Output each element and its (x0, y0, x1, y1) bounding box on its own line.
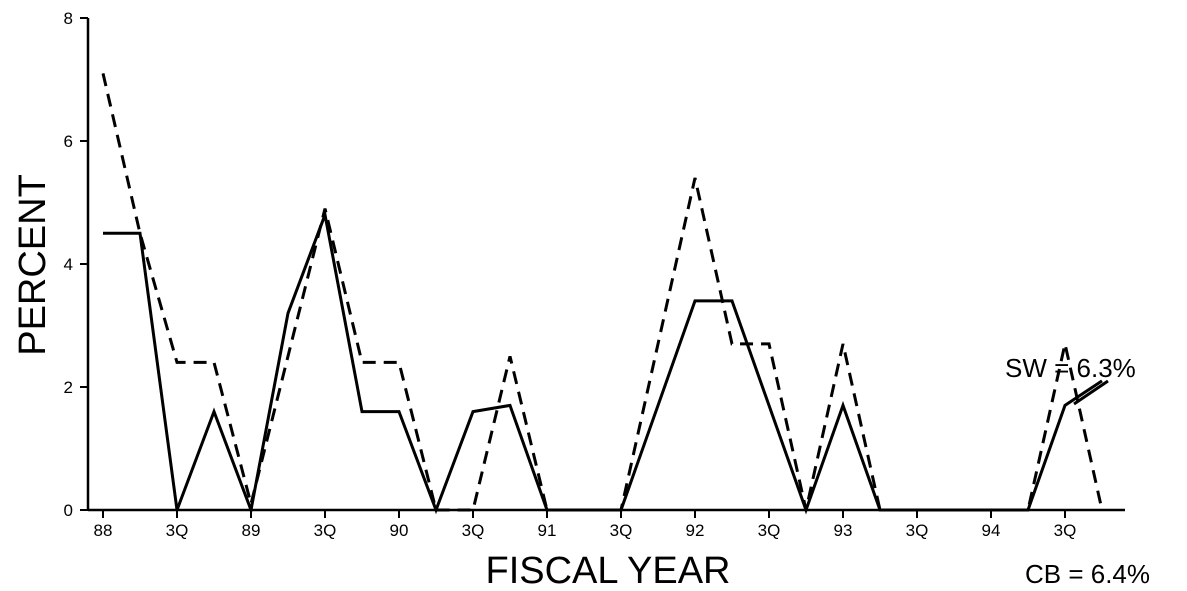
y-tick-label: 4 (64, 255, 73, 274)
series-layer (101, 73, 1104, 516)
x-tick-label: 3Q (462, 521, 485, 540)
x-tick-label: 93 (834, 521, 853, 540)
y-tick-label: 6 (64, 132, 73, 151)
x-tick-label: 3Q (758, 521, 781, 540)
x-tick-label: 91 (538, 521, 557, 540)
y-ticks: 0 2 4 6 8 (64, 9, 88, 520)
x-tick-label: 89 (242, 521, 261, 540)
x-tick-label: 3Q (610, 521, 633, 540)
x-tick-label: 3Q (906, 521, 929, 540)
x-tick-label: 3Q (1054, 521, 1077, 540)
x-tick-label: 88 (94, 521, 113, 540)
y-tick-label: 2 (64, 378, 73, 397)
x-axis-title: FISCAL YEAR (486, 550, 731, 591)
sw-annotation: SW = 6.3% (1005, 353, 1136, 383)
x-tick-label: 90 (390, 521, 409, 540)
sw-pointer-line (1073, 379, 1109, 406)
y-tick-label: 0 (64, 501, 73, 520)
series-line-solid (103, 209, 1103, 516)
y-tick-label: 8 (64, 9, 73, 28)
x-tick-label: 3Q (314, 521, 337, 540)
x-ticks: 88 3Q 89 3Q 90 3Q 91 3Q 92 3Q 93 3Q 94 3Q (94, 510, 1077, 540)
y-axis-title: PERCENT (12, 174, 54, 356)
cb-annotation: CB = 6.4% (1025, 559, 1150, 589)
series-line-dashed (101, 73, 1104, 512)
x-tick-label: 92 (686, 521, 705, 540)
x-tick-label: 94 (982, 521, 1001, 540)
x-tick-label: 3Q (166, 521, 189, 540)
